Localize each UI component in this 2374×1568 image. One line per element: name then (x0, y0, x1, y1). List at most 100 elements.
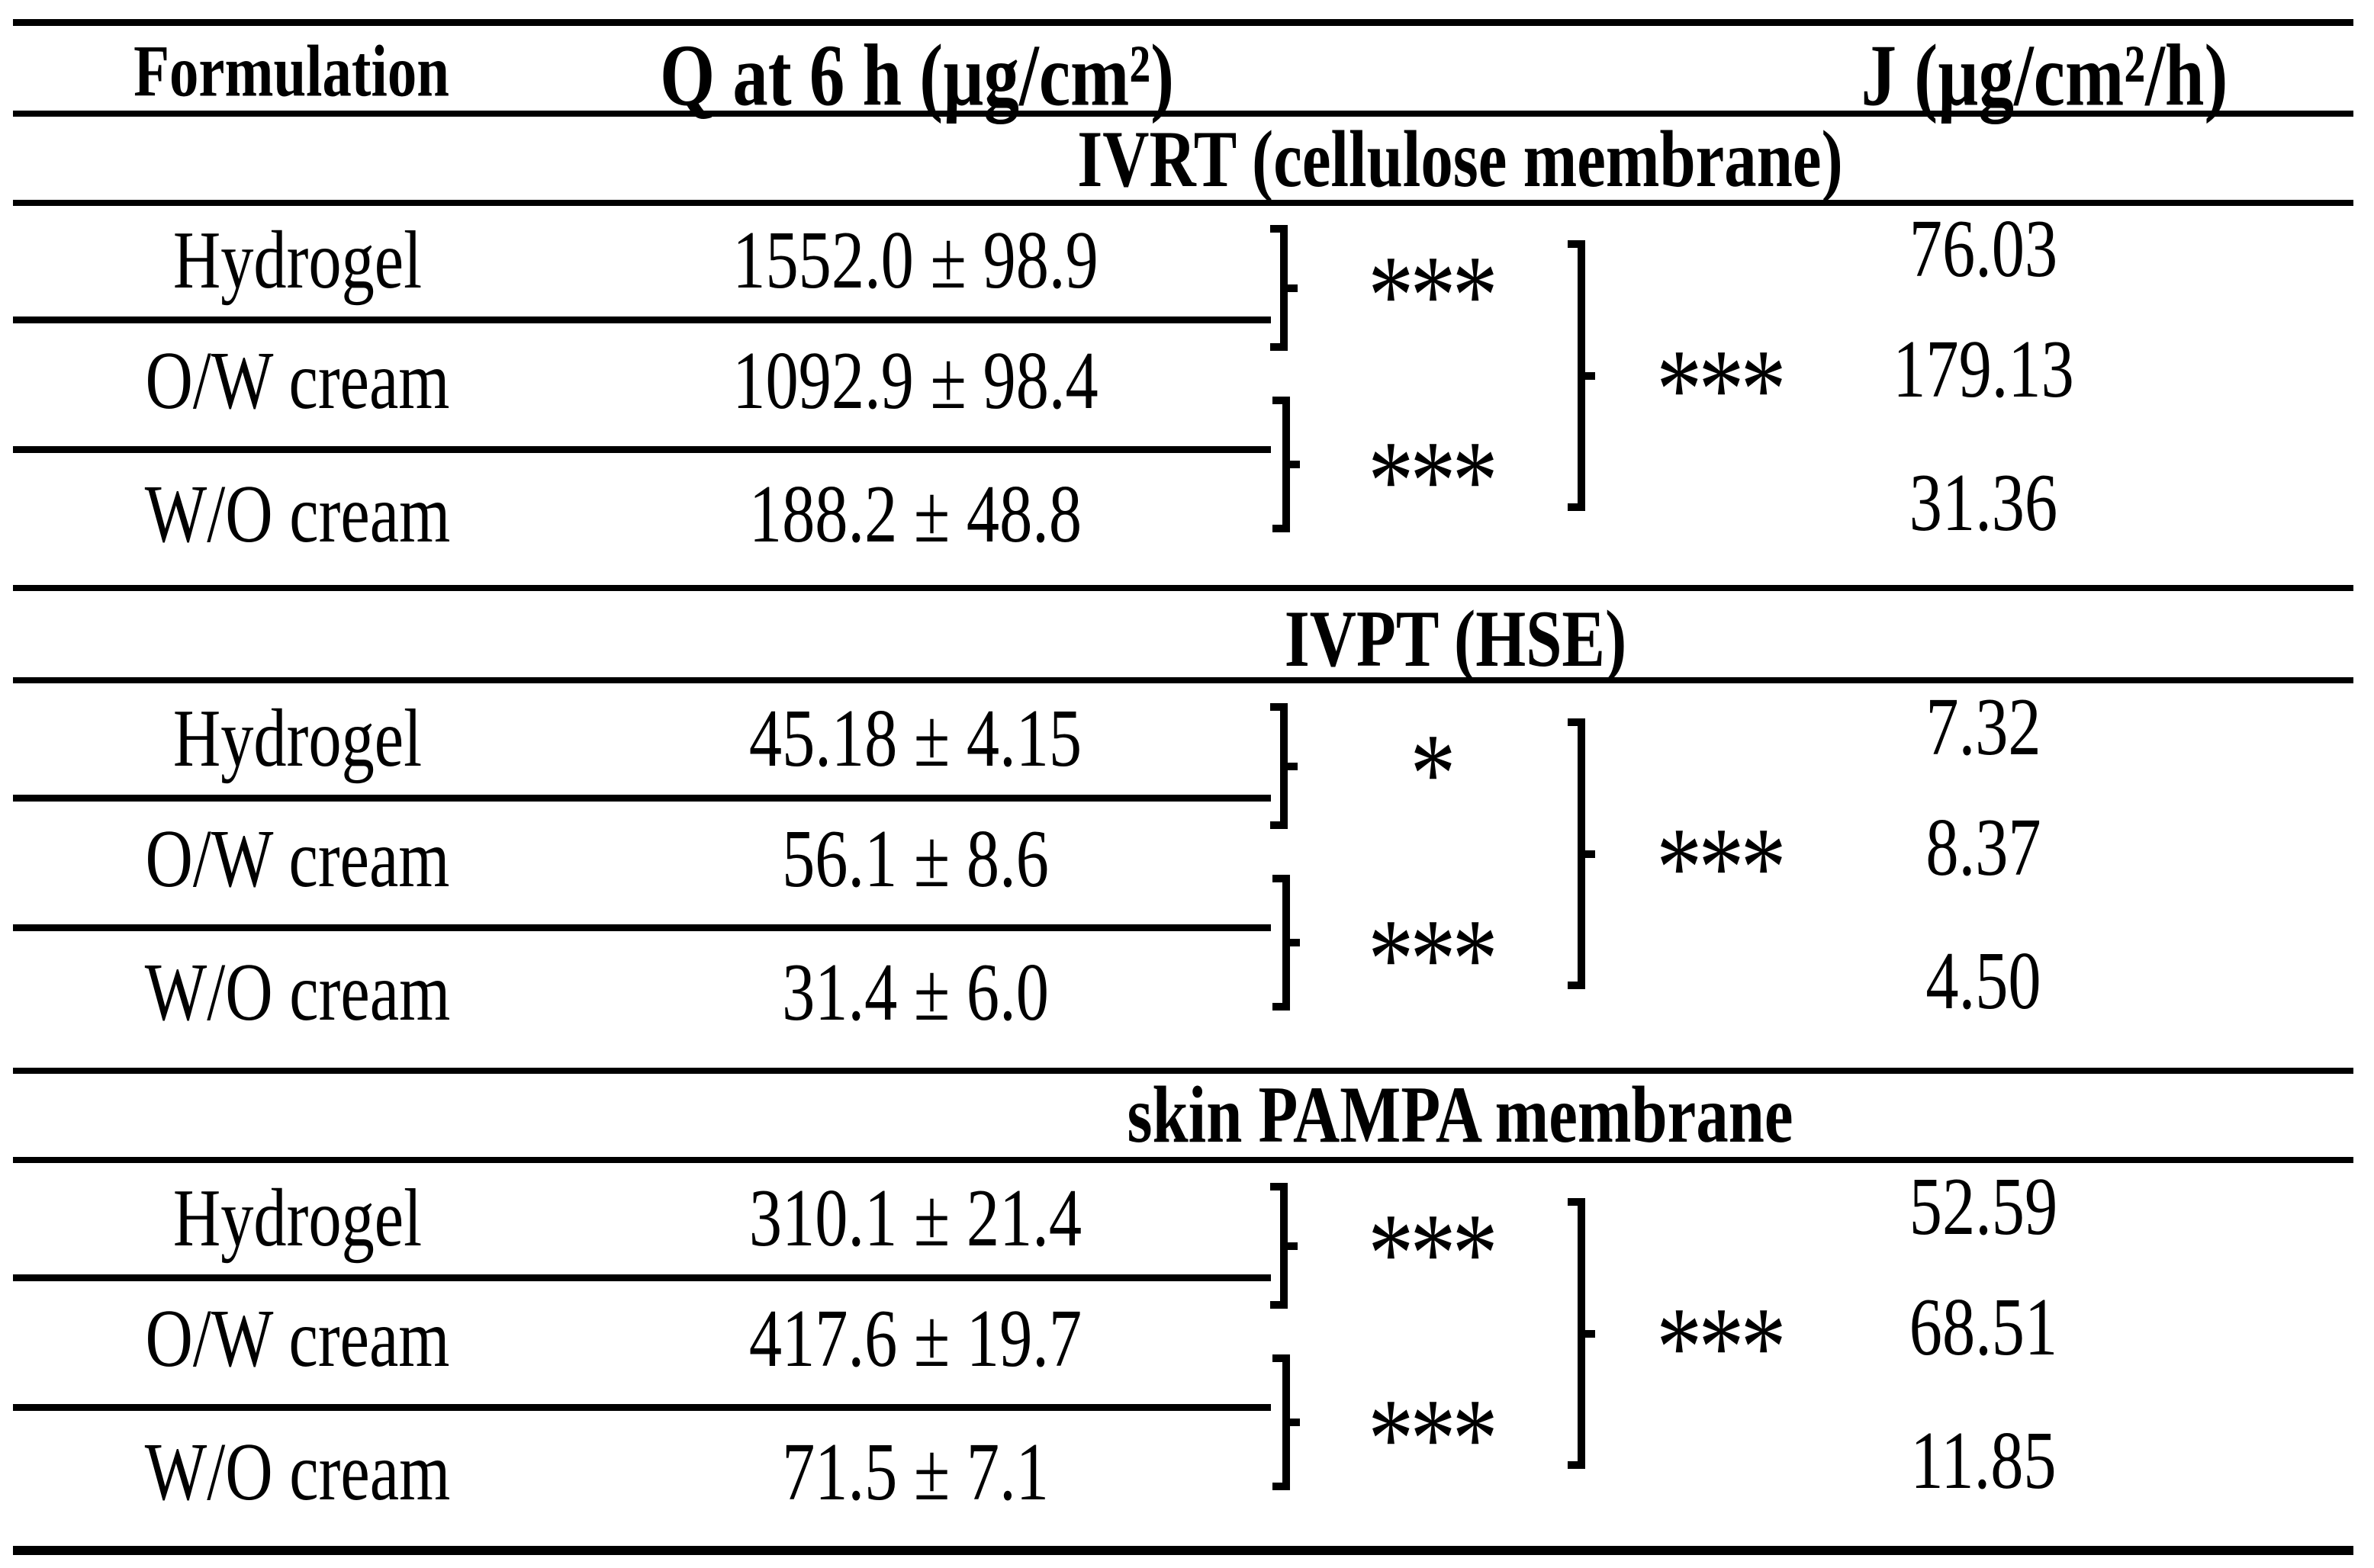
ivrt-row-separator-1 (13, 316, 1271, 323)
q-value: 188.2 ± 48.8 (748, 469, 1082, 560)
section-title-pampa-label: skin PAMPA membrane (1127, 1070, 1793, 1159)
ivpt-row2-j-value: 8.37 (1912, 801, 2056, 895)
ivrt-rows: Hydrogel 1552.0 ± 98.9 76.03 O/W cream 1… (0, 204, 2374, 587)
j-value: 76.03 (1909, 204, 2058, 294)
formulation-value: W/O cream (144, 1427, 451, 1518)
bracket-nub (1288, 284, 1298, 292)
pampa-significance-stars-overall: *** (1656, 1284, 1786, 1411)
ivpt-significance-stars-overall: *** (1656, 804, 1786, 931)
ivpt-significance-bracket-rows23 (1272, 875, 1300, 1011)
ivpt-bottom-rule (13, 1068, 2353, 1074)
ivpt-row1-j-value: 7.32 (1912, 680, 2056, 775)
bracket-nub (1585, 850, 1595, 858)
j-value: 11.85 (1910, 1415, 2057, 1506)
ivrt-row3-formulation: W/O cream (107, 468, 489, 562)
pampa-row3-j-value: 11.85 (1893, 1414, 2075, 1509)
pampa-significance-stars-rows23: *** (1368, 1375, 1497, 1502)
bracket-nub (1290, 461, 1300, 468)
pampa-row3-formulation: W/O cream (107, 1425, 489, 1520)
ivrt-row1-q-value: 1552.0 ± 98.9 (687, 214, 1144, 308)
ivrt-row1-j-value: 76.03 (1891, 202, 2076, 297)
column-header-j-label: J (µg/cm²/h) (1861, 27, 2228, 125)
ivpt-row-separator-1 (13, 795, 1271, 802)
bracket-nub (1288, 762, 1298, 770)
column-header-formulation-label: Formulation (133, 30, 449, 112)
pampa-row-separator-2 (13, 1404, 1271, 1411)
j-value: 179.13 (1893, 324, 2074, 415)
ivrt-row2-q-value: 1092.9 ± 98.4 (687, 334, 1144, 429)
ivrt-row2-formulation: O/W cream (108, 334, 488, 429)
pampa-title-bottom-rule (13, 1157, 2353, 1163)
q-value: 1552.0 ± 98.9 (732, 215, 1099, 306)
formulation-value: W/O cream (144, 469, 451, 560)
pampa-row1-j-value: 52.59 (1891, 1160, 2076, 1255)
ivpt-significance-bracket-rows12 (1270, 703, 1298, 829)
q-value: 71.5 ± 7.1 (782, 1427, 1049, 1518)
pampa-row2-j-value: 68.51 (1891, 1280, 2076, 1375)
pampa-significance-bracket-rows12 (1270, 1183, 1298, 1309)
pampa-significance-bracket-rows23 (1272, 1354, 1300, 1490)
q-value: 45.18 ± 4.15 (748, 693, 1082, 784)
j-value: 31.36 (1909, 458, 2058, 548)
ivpt-rows: Hydrogel 45.18 ± 4.15 7.32 O/W cream 56.… (0, 682, 2374, 1065)
ivpt-row3-q-value: 31.4 ± 6.0 (748, 946, 1082, 1040)
ivpt-row2-formulation: O/W cream (108, 812, 488, 907)
section-title-ivpt: IVPT (HSE) (1242, 593, 1670, 686)
formulation-value: W/O cream (144, 947, 451, 1038)
ivrt-significance-bracket-overall (1568, 240, 1595, 511)
j-value: 4.50 (1925, 936, 2041, 1027)
ivpt-row3-j-value: 4.50 (1912, 934, 2056, 1029)
section-title-ivpt-label: IVPT (HSE) (1284, 594, 1627, 683)
ivrt-row3-q-value: 188.2 ± 48.8 (707, 468, 1123, 562)
bracket-nub (1585, 1329, 1595, 1338)
ivrt-bottom-rule (13, 585, 2353, 591)
j-value: 8.37 (1925, 802, 2041, 893)
j-value: 7.32 (1925, 682, 2041, 773)
ivpt-row3-formulation: W/O cream (107, 946, 489, 1040)
formulation-value: O/W cream (145, 814, 450, 904)
j-value: 68.51 (1909, 1282, 2058, 1373)
ivpt-row-separator-2 (13, 924, 1271, 931)
pampa-row3-q-value: 71.5 ± 7.1 (748, 1425, 1082, 1520)
j-value: 52.59 (1909, 1162, 2058, 1252)
table-top-rule (13, 19, 2353, 26)
ivrt-significance-stars-rows12: *** (1368, 232, 1497, 359)
pampa-row2-formulation: O/W cream (108, 1292, 488, 1386)
ivrt-significance-stars-rows23: *** (1368, 417, 1497, 545)
ivrt-significance-bracket-rows23 (1272, 397, 1300, 532)
column-header-j: J (µg/cm²/h) (1816, 26, 2274, 127)
section-title-ivrt-label: IVRT (cellulose membrane) (1077, 114, 1843, 204)
ivpt-significance-bracket-overall (1568, 718, 1595, 989)
ivrt-row3-j-value: 31.36 (1891, 456, 2076, 551)
ivrt-title-bottom-rule (13, 200, 2353, 206)
ivrt-row1-formulation: Hydrogel (142, 214, 453, 308)
formulation-value: O/W cream (145, 336, 450, 426)
bracket-nub (1290, 1419, 1300, 1426)
column-header-formulation: Formulation (94, 29, 488, 114)
formulation-value: Hydrogel (172, 215, 423, 306)
ivpt-row1-q-value: 45.18 ± 4.15 (707, 692, 1123, 786)
q-value: 310.1 ± 21.4 (748, 1173, 1082, 1264)
ivrt-row2-j-value: 179.13 (1871, 323, 2097, 417)
ivpt-title-bottom-rule (13, 677, 2353, 683)
formulation-value: Hydrogel (172, 1173, 423, 1264)
pampa-significance-stars-rows12: *** (1368, 1190, 1497, 1317)
section-title-ivrt: IVRT (cellulose membrane) (982, 113, 1938, 206)
ivrt-row-separator-2 (13, 446, 1271, 453)
ivrt-significance-stars-overall: *** (1656, 326, 1786, 453)
header-bottom-rule (13, 111, 2353, 117)
q-value: 56.1 ± 8.6 (782, 814, 1049, 904)
bracket-nub (1290, 939, 1300, 946)
pampa-row2-q-value: 417.6 ± 19.7 (707, 1292, 1123, 1386)
ivpt-significance-stars-rows12: * (1410, 710, 1456, 837)
ivpt-row1-formulation: Hydrogel (142, 692, 453, 786)
table-bottom-rule (13, 1546, 2353, 1555)
section-title-pampa: skin PAMPA membrane (1044, 1068, 1876, 1162)
q-value: 417.6 ± 19.7 (748, 1293, 1082, 1384)
q-value: 31.4 ± 6.0 (782, 947, 1049, 1038)
ivpt-row2-q-value: 56.1 ± 8.6 (748, 812, 1082, 907)
pampa-row1-formulation: Hydrogel (142, 1171, 453, 1266)
ivpt-significance-stars-rows23: *** (1368, 895, 1497, 1023)
formulation-value: O/W cream (145, 1293, 450, 1384)
